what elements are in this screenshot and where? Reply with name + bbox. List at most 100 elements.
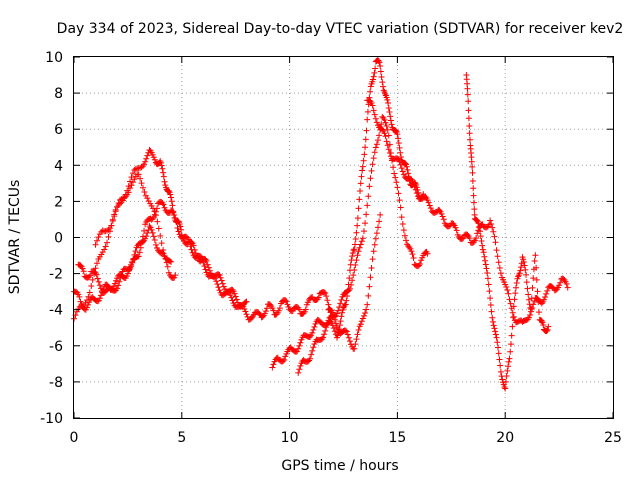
data-point	[391, 170, 398, 177]
data-point	[206, 267, 213, 274]
data-point	[372, 65, 379, 72]
data-point	[131, 176, 138, 183]
data-point	[351, 241, 358, 248]
data-point	[466, 130, 473, 137]
y-tick-label: -8	[49, 375, 63, 391]
data-point	[168, 258, 175, 265]
data-point	[175, 218, 182, 225]
data-point	[480, 249, 487, 256]
data-point	[368, 167, 375, 174]
data-point	[393, 179, 400, 186]
data-point	[564, 284, 571, 291]
data-point	[104, 239, 111, 246]
data-point	[203, 257, 210, 264]
data-point	[99, 249, 106, 256]
data-point	[345, 287, 352, 294]
data-point	[395, 135, 402, 142]
data-point	[346, 285, 353, 292]
data-point	[370, 107, 377, 114]
data-point	[335, 307, 342, 314]
data-point	[191, 246, 198, 253]
data-point	[146, 223, 153, 230]
data-point	[386, 149, 393, 156]
data-point	[396, 158, 403, 165]
data-point	[215, 284, 222, 291]
data-point	[170, 212, 177, 219]
data-point	[395, 140, 402, 147]
data-point	[439, 213, 446, 220]
data-point	[486, 288, 493, 295]
data-points	[71, 57, 571, 392]
data-point	[202, 266, 209, 273]
data-point	[374, 224, 381, 231]
data-point	[511, 296, 518, 303]
data-point	[482, 261, 489, 268]
data-point	[440, 216, 447, 223]
data-point	[321, 331, 328, 338]
data-point	[324, 320, 331, 327]
data-point	[381, 116, 388, 123]
data-point	[523, 271, 530, 278]
data-point	[528, 295, 535, 302]
data-point	[364, 301, 371, 308]
data-point	[513, 280, 520, 287]
y-tick-label: 8	[54, 86, 63, 102]
data-point	[470, 199, 477, 206]
data-point	[369, 161, 376, 168]
data-point	[544, 287, 551, 294]
data-point	[85, 293, 92, 300]
data-point	[504, 367, 511, 374]
data-point	[476, 223, 483, 230]
data-point	[323, 324, 330, 331]
data-point	[325, 317, 332, 324]
data-point	[150, 233, 157, 240]
data-point	[387, 117, 394, 124]
data-point	[172, 272, 179, 279]
data-point	[94, 275, 101, 282]
data-point	[135, 253, 142, 260]
data-point	[364, 116, 371, 123]
data-point	[144, 152, 151, 159]
data-point	[270, 307, 277, 314]
y-tick-label: 10	[45, 50, 63, 66]
data-point	[503, 373, 510, 380]
data-point	[398, 214, 405, 221]
data-point	[165, 187, 172, 194]
data-point	[366, 183, 373, 190]
data-point	[489, 318, 496, 325]
data-point	[358, 318, 365, 325]
data-point	[400, 171, 407, 178]
data-point	[491, 233, 498, 240]
data-point	[526, 301, 533, 308]
data-point	[360, 157, 367, 164]
data-point	[94, 298, 101, 305]
x-tick-label: 15	[388, 430, 406, 446]
data-point	[490, 228, 497, 235]
data-point	[473, 235, 480, 242]
data-point	[321, 289, 328, 296]
data-point	[415, 262, 422, 269]
data-point	[390, 164, 397, 171]
data-point	[385, 105, 392, 112]
data-point	[371, 149, 378, 156]
data-point	[83, 304, 90, 311]
data-point	[161, 178, 168, 185]
data-point	[143, 233, 150, 240]
data-point	[505, 290, 512, 297]
data-point	[170, 208, 177, 215]
data-point	[298, 336, 305, 343]
data-point	[151, 208, 158, 215]
data-point	[193, 253, 200, 260]
data-point	[141, 161, 148, 168]
data-point	[102, 243, 109, 250]
data-point	[284, 301, 291, 308]
data-point	[474, 217, 481, 224]
data-point	[464, 80, 471, 87]
data-point	[330, 325, 337, 332]
data-point	[364, 108, 371, 115]
data-point	[176, 221, 183, 228]
data-point	[79, 265, 86, 272]
data-point	[512, 290, 519, 297]
data-point	[164, 263, 171, 270]
data-point	[128, 263, 135, 270]
